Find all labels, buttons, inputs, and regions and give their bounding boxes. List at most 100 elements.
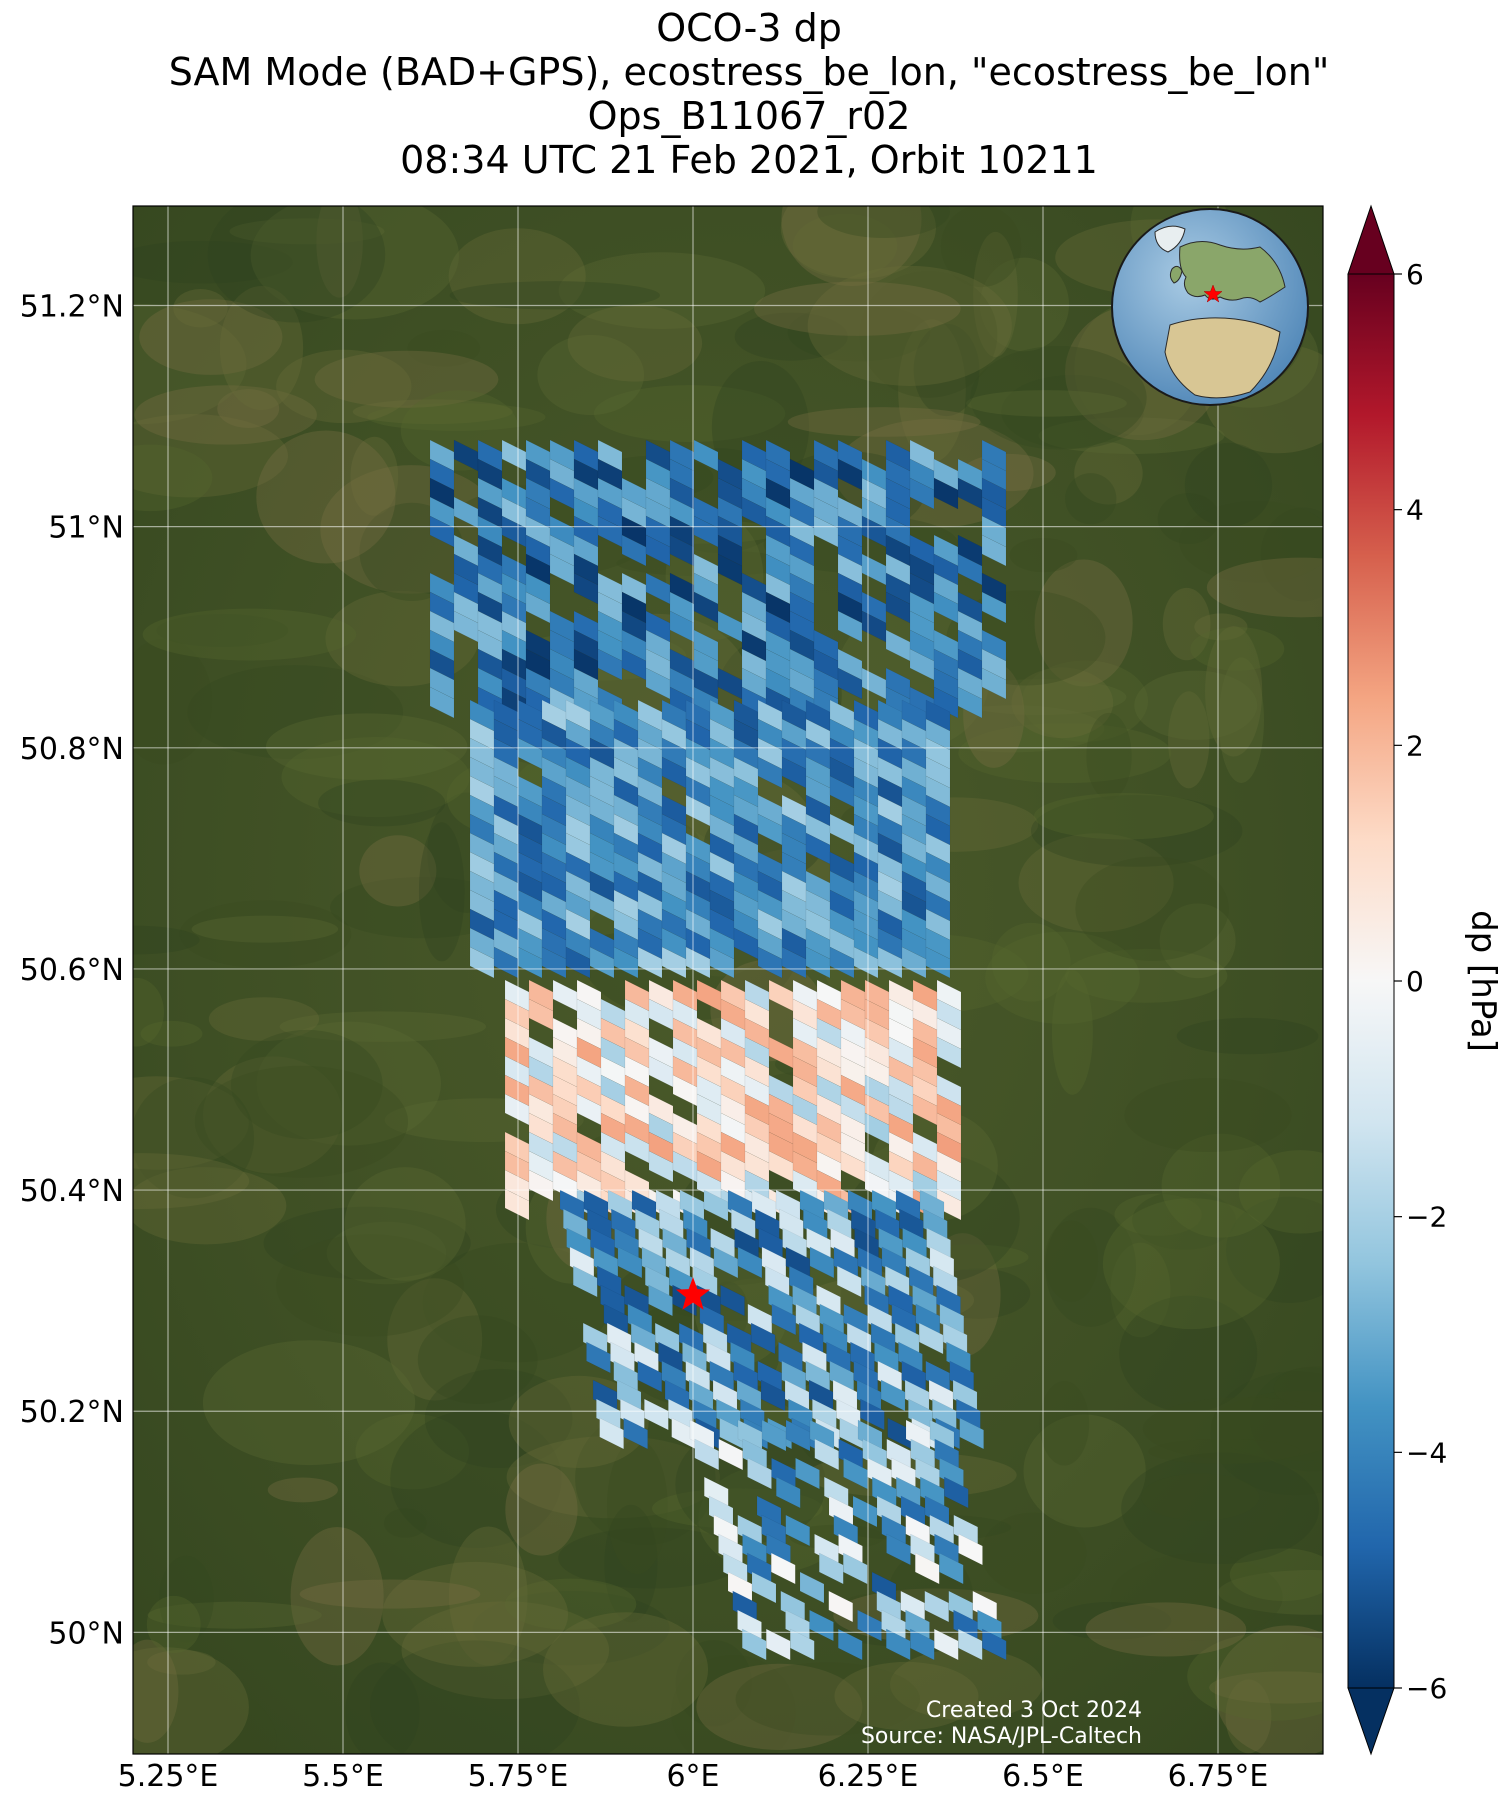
footprint-cell: [853, 946, 879, 979]
terrain-patch: [382, 1561, 569, 1667]
colorbar-extend-max: [1347, 204, 1395, 275]
footer-source: Source: NASA/JPL-Caltech: [860, 1724, 1142, 1749]
terrain-patch: [1225, 1679, 1272, 1754]
terrain-patch: [1018, 833, 1174, 933]
terrain-patch: [1064, 948, 1228, 1003]
terrain-patch: [299, 1579, 481, 1609]
footer-created: Created 3 Oct 2024: [925, 1698, 1142, 1723]
terrain-patch: [1030, 795, 1243, 867]
terrain-patch: [575, 1411, 716, 1546]
footprint-cell: [852, 1495, 878, 1528]
terrain-patch: [1038, 417, 1225, 454]
terrain-patch: [1184, 442, 1273, 527]
terrain-patch: [1052, 1601, 1172, 1640]
footprint-cell: [829, 946, 855, 979]
terrain-patch: [970, 346, 1147, 450]
terrain-patch: [1260, 507, 1323, 602]
footprint-cell: [565, 946, 591, 979]
colorbar-tick-label: 4: [1406, 494, 1424, 527]
terrain-patch: [1187, 1631, 1323, 1721]
footprint-cell: [981, 591, 1007, 624]
lon-tick-label: 5.25°E: [118, 1759, 219, 1794]
terrain-patch: [1114, 1193, 1202, 1236]
lat-tick-label: 50°N: [48, 1616, 124, 1651]
footprint-cell: [809, 1246, 835, 1279]
terrain-patch: [139, 299, 283, 375]
terrain-patch: [1044, 1220, 1099, 1302]
footprint-cell: [959, 1417, 984, 1450]
terrain-patch: [1161, 1133, 1281, 1238]
terrain-patch: [1001, 374, 1144, 449]
footprint-cell: [805, 946, 831, 979]
terrain-patch: [1033, 793, 1214, 840]
terrain-patch: [156, 613, 289, 648]
terrain-patch: [472, 1591, 670, 1666]
terrain-patch: [133, 303, 247, 425]
colorbar: −6 −4 −2 0 2 4 6 dp [hPa]: [1347, 204, 1498, 1756]
terrain-patch: [1110, 1242, 1171, 1338]
footprint-cell: [623, 1417, 648, 1450]
terrain-patch: [401, 1601, 610, 1700]
terrain-patch: [187, 665, 404, 760]
footprint-cell: [771, 1552, 796, 1585]
terrain-patch: [817, 206, 951, 239]
terrain-patch: [207, 206, 386, 323]
footprint-cell: [915, 1552, 940, 1585]
inset-star-icon: [1203, 284, 1223, 303]
footprint-cell: [838, 1628, 863, 1661]
terrain-patch: [290, 1526, 384, 1666]
terrain-patch: [1218, 657, 1265, 783]
terrain-patch: [504, 1578, 637, 1630]
footprint-cell: [637, 1360, 662, 1393]
terrain-patch: [448, 1526, 528, 1666]
terrain-patch: [1190, 627, 1285, 671]
footprint-cell: [934, 1628, 959, 1661]
colorbar-tick-label: −4: [1406, 1436, 1447, 1469]
lon-tick-label: 6.5°E: [1002, 1759, 1084, 1794]
terrain-patch: [147, 1601, 322, 1629]
terrain-patch: [1023, 1414, 1146, 1528]
footprint-cell: [877, 946, 903, 979]
terrain-patch: [787, 407, 981, 437]
terrain-patch: [1022, 660, 1149, 742]
terrain-patch: [1065, 473, 1117, 525]
colorbar-label: dp [hPa]: [1463, 910, 1498, 1052]
footprint-cell: [910, 1628, 935, 1661]
terrain-patch: [558, 1527, 746, 1589]
footprint-cell: [933, 686, 959, 719]
footprint-cell: [648, 1284, 673, 1317]
terrain-patch: [973, 231, 1018, 358]
footprint-cell: [828, 1590, 853, 1623]
terrain-patch: [1102, 1198, 1280, 1330]
terrain-patch: [1011, 667, 1114, 739]
footprint-cell: [742, 1628, 767, 1661]
terrain-patch: [1074, 442, 1143, 505]
terrain-patch: [1210, 1371, 1323, 1496]
terrain-patch: [359, 835, 437, 907]
footprint-cell: [469, 946, 495, 979]
footprint-cell: [599, 1417, 624, 1450]
terrain-patch: [940, 206, 1022, 288]
terrain-patch: [1051, 970, 1093, 1095]
terrain-patch: [316, 206, 363, 298]
terrain-patch: [330, 877, 515, 939]
inset-land-europe: [1179, 241, 1286, 303]
lat-tick-label: 50.4°N: [20, 1174, 124, 1209]
footprint-cell: [750, 1322, 776, 1355]
footprint-cell: [982, 1628, 1007, 1661]
terrain-patch: [1039, 1381, 1090, 1466]
footprint-cell: [819, 1552, 844, 1585]
map-frame: [132, 205, 1324, 1755]
footprint-cell: [747, 1457, 772, 1490]
footprint-cell: [837, 667, 863, 700]
terrain-patch: [352, 399, 513, 425]
footprint-cell: [886, 1628, 911, 1661]
footprint-cell: [757, 756, 783, 789]
terrain-patch: [537, 334, 645, 416]
terrain-patch: [735, 1662, 921, 1736]
footprint-cell: [586, 1341, 611, 1374]
footprint-cell: [617, 1246, 643, 1279]
colorbar-extend-min: [1347, 1687, 1395, 1756]
terrain-patch: [418, 822, 465, 962]
terrain-patch: [1157, 493, 1220, 545]
